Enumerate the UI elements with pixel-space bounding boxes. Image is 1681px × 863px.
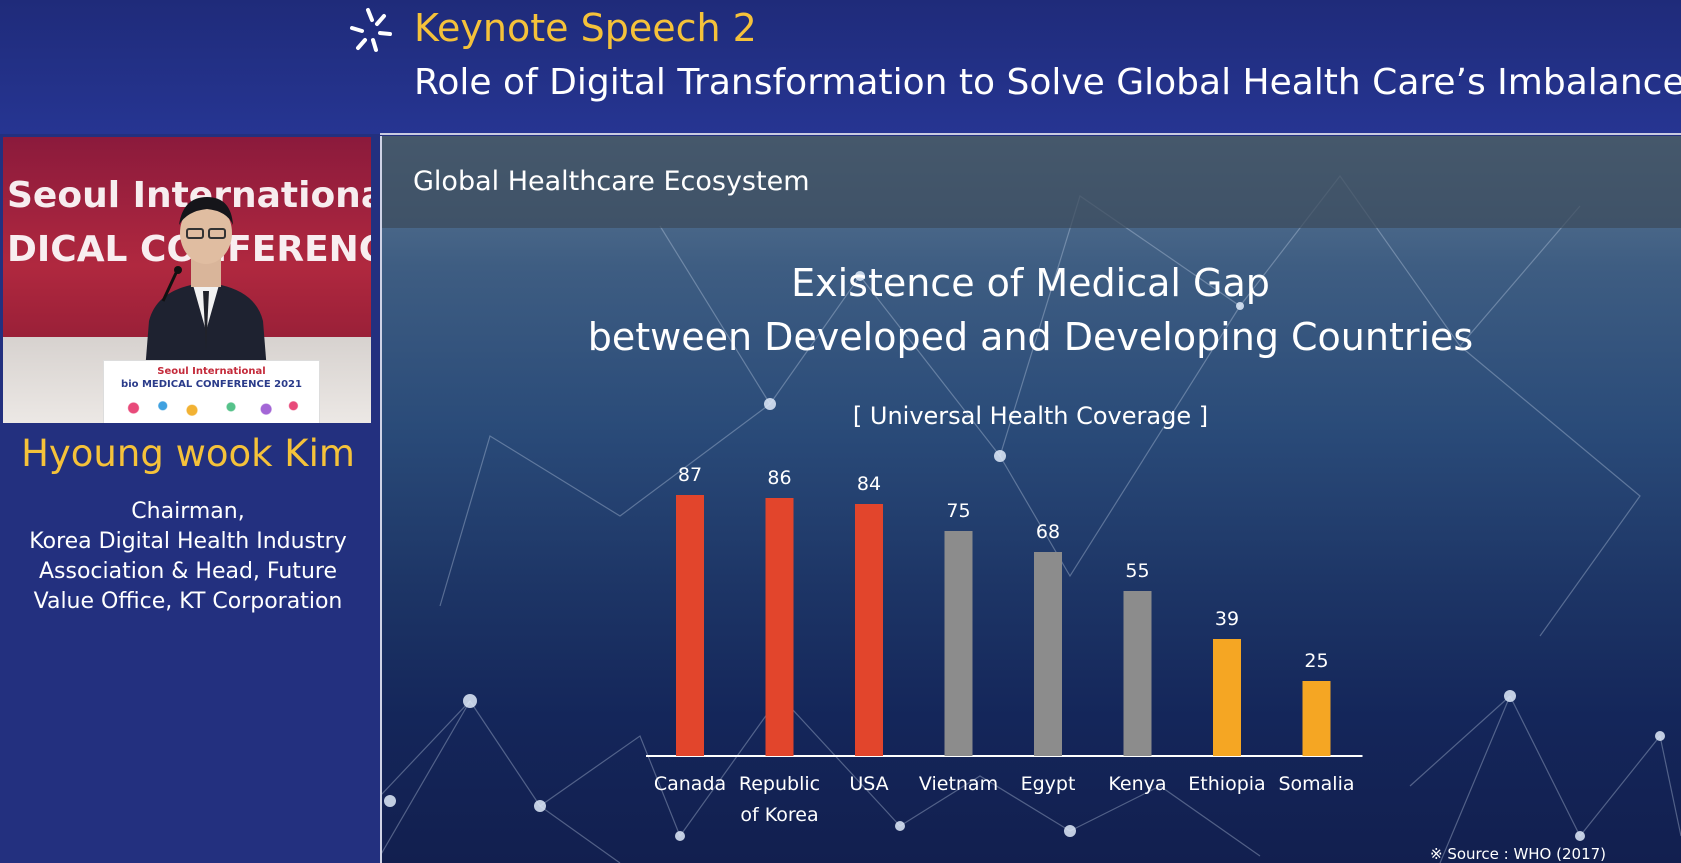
podium-text-line1: Seoul International: [157, 366, 266, 377]
data-label: 68: [1036, 521, 1060, 543]
speaker-role-line: Korea Digital Health Industry: [29, 529, 347, 554]
x-tick-label: Kenya: [1108, 773, 1166, 795]
speaker-video: Seoul International DICAL CONFERENC Seou…: [3, 137, 371, 423]
podium: Seoul International bio MEDICAL CONFEREN…: [103, 360, 320, 423]
speaker-role-line: Value Office, KT Corporation: [33, 589, 343, 614]
data-label: 55: [1125, 560, 1149, 582]
slide-edge: [380, 136, 382, 863]
bar-vietnam: [944, 531, 973, 756]
speaker-figure: [141, 197, 271, 421]
x-tick-label: Somalia: [1278, 773, 1354, 795]
podium-graphic: [114, 397, 309, 419]
video-header: Keynote Speech 2 Role of Digital Transfo…: [0, 0, 1681, 135]
data-label: 86: [767, 467, 791, 489]
chart-title: Existence of Medical Gap between Develop…: [380, 256, 1681, 364]
presentation-slide: Global Healthcare Ecosystem Existence of…: [380, 136, 1681, 863]
bar-chart: 87 Canada 86 Republic of Korea 84 USA 75 Vietnam…: [646, 464, 1363, 826]
data-label: 84: [857, 473, 881, 495]
speaker-role: Chairman, Korea Digital Health Industry …: [10, 497, 366, 617]
bar-egypt: [1034, 552, 1062, 756]
header-divider: [380, 133, 1681, 135]
slide-section-bar: Global Healthcare Ecosystem: [380, 136, 1681, 228]
chart-subtitle: [ Universal Health Coverage ]: [852, 402, 1209, 430]
x-tick-label: Ethiopia: [1188, 773, 1265, 795]
bar-kenya: [1123, 591, 1152, 756]
data-label: 25: [1304, 650, 1328, 672]
x-tick-label: Republic: [739, 773, 820, 795]
event-title: Keynote Speech 2: [414, 6, 757, 50]
talk-title: Role of Digital Transformation to Solve …: [414, 62, 1681, 103]
x-tick-label: of Korea: [740, 804, 818, 826]
speaker-role-line: Chairman,: [131, 499, 245, 524]
x-tick-label: Egypt: [1021, 773, 1076, 795]
bar-somalia: [1302, 681, 1331, 756]
conference-logo-icon: [350, 8, 392, 52]
bar-ethiopia: [1213, 639, 1241, 756]
chart-title-line: between Developed and Developing Countri…: [587, 315, 1474, 359]
speaker-name: Hyoung wook Kim: [21, 432, 355, 475]
podium-text-line2: bio MEDICAL CONFERENCE 2021: [121, 379, 302, 390]
data-label: 39: [1215, 608, 1239, 630]
slide-section-title: Global Healthcare Ecosystem: [413, 166, 810, 197]
data-label: 75: [946, 500, 970, 522]
speaker-role-line: Association & Head, Future: [39, 559, 337, 584]
source-note: ※ Source : WHO (2017): [1430, 845, 1607, 863]
x-tick-label: Vietnam: [919, 773, 998, 795]
bar-canada: [676, 495, 704, 756]
data-label: 87: [678, 464, 702, 486]
x-tick-label: USA: [849, 773, 888, 795]
chart-title-line: Existence of Medical Gap: [791, 261, 1270, 305]
bar-usa: [855, 504, 883, 756]
bar-republic-of-korea: [765, 498, 794, 756]
x-tick-label: Canada: [654, 773, 726, 795]
